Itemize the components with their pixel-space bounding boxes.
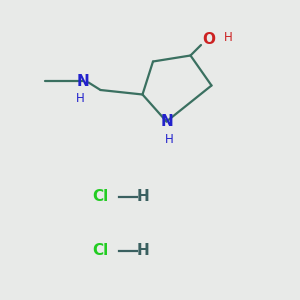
Text: N: N (160, 114, 173, 129)
Text: O: O (202, 32, 215, 46)
Text: H: H (165, 133, 174, 146)
Text: Cl: Cl (92, 189, 109, 204)
Text: H: H (224, 31, 233, 44)
Text: H: H (136, 189, 149, 204)
Text: H: H (136, 243, 149, 258)
Text: N: N (76, 74, 89, 88)
Text: H: H (76, 92, 85, 105)
Text: Cl: Cl (92, 243, 109, 258)
